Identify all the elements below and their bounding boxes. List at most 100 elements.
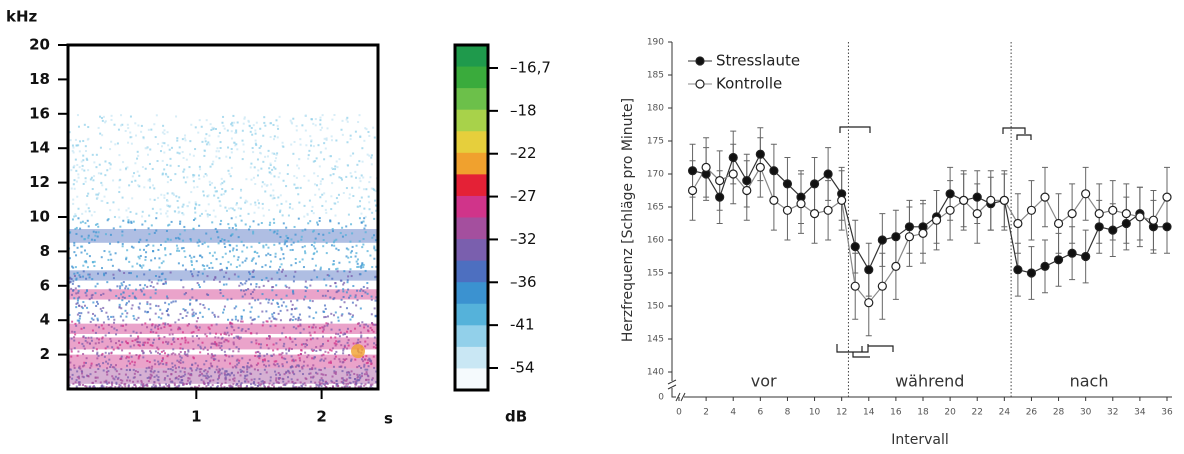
spectrogram-pixel: [312, 350, 314, 352]
spectrogram-pixel: [91, 297, 93, 299]
spectrogram-pixel: [207, 375, 209, 377]
spectrogram-pixel: [97, 197, 99, 199]
spectrogram-pixel: [324, 367, 326, 369]
spectrogram-pixel: [363, 326, 365, 328]
spectrogram-pixel: [155, 289, 157, 291]
spectrogram-pixel: [101, 354, 103, 356]
spectrogram-pixel: [120, 293, 122, 295]
spectrogram-pixel: [316, 276, 318, 278]
spectrogram-pixel: [197, 344, 199, 346]
spectrogram-pixel: [144, 311, 146, 313]
spectrogram-pixel: [167, 341, 169, 343]
spectrogram-pixel: [364, 373, 366, 375]
y-tick-label: 160: [647, 236, 664, 246]
spectrogram-pixel: [196, 320, 198, 322]
spectrogram-pixel: [276, 233, 278, 235]
spectrogram-pixel: [311, 244, 313, 246]
spectrogram-pixel: [157, 371, 159, 373]
spectrogram-pixel: [157, 348, 159, 350]
spectrogram-pixel: [159, 353, 161, 355]
spectrogram-pixel: [224, 246, 226, 248]
spectrogram-pixel: [157, 160, 159, 162]
spectrogram-pixel: [168, 224, 170, 226]
spectrogram-pixel: [160, 279, 162, 281]
spectrogram-pixel: [315, 238, 317, 240]
spectrogram-pixel: [250, 293, 252, 295]
spectrogram-pixel: [312, 326, 314, 328]
spectrogram-pixel: [212, 128, 214, 130]
spectrogram-pixel: [233, 122, 235, 124]
spectrogram-pixel: [166, 164, 168, 166]
spectrogram-pixel: [108, 324, 110, 326]
spectrogram-pixel: [99, 133, 101, 135]
spectrogram-pixel: [315, 346, 317, 348]
spectrogram-pixel: [92, 382, 94, 384]
spectrogram-pixel: [278, 313, 280, 315]
spectrogram-pixel: [85, 278, 87, 280]
spectrogram-pixel: [161, 351, 163, 353]
spectrogram-pixel: [164, 247, 166, 249]
colorbar-tick-label: -41: [510, 316, 535, 334]
spectrogram-pixel: [142, 264, 144, 266]
spectrogram-pixel: [137, 124, 139, 126]
spectrogram-pixel: [354, 328, 356, 330]
spectrogram-pixel: [275, 154, 277, 156]
spectrogram-pixel: [333, 260, 335, 262]
spectrogram-pixel: [179, 381, 181, 383]
spectrogram-pixel: [334, 165, 336, 167]
significance-bracket: [837, 344, 893, 357]
spectrogram-pixel: [306, 356, 308, 358]
spectrogram-pixel: [167, 323, 169, 325]
spectrogram-pixel: [157, 249, 159, 251]
x-tick-label: 8: [785, 408, 791, 418]
spectrogram-pixel: [262, 207, 264, 209]
spectrogram-pixel: [140, 384, 142, 386]
spectrogram-pixel: [263, 355, 265, 357]
spectrogram-pixel: [90, 337, 92, 339]
spectrogram-pixel: [211, 267, 213, 269]
spectrogram-pixel: [132, 247, 134, 249]
spectrogram-pixel: [290, 367, 292, 369]
spectrogram-pixel: [78, 208, 80, 210]
spectrogram-pixel: [118, 340, 120, 342]
spectrogram-pixel: [73, 336, 75, 338]
data-point: [878, 236, 886, 244]
spectrogram-pixel: [178, 262, 180, 264]
spectrogram-pixel: [335, 248, 337, 250]
spectrogram-pixel: [277, 125, 279, 127]
colorbar-swatch: [455, 174, 488, 196]
spectrogram-pixel: [139, 239, 141, 241]
spectrogram-pixel: [233, 343, 235, 345]
spectrogram-pixel: [375, 300, 377, 302]
spectrogram-pixel: [252, 271, 254, 273]
spectrogram-pixel: [316, 384, 318, 386]
spectrogram-pixel: [177, 378, 179, 380]
spectrogram-pixel: [231, 148, 233, 150]
spectrogram-pixel: [157, 325, 159, 327]
spectrogram-pixel: [240, 374, 242, 376]
spectrogram-image: [68, 114, 379, 391]
colorbar-swatch: [455, 196, 488, 218]
spectrogram-pixel: [217, 337, 219, 339]
spectrogram-pixel: [325, 284, 327, 286]
spectrogram-pixel: [130, 346, 132, 348]
spectrogram-pixel: [176, 137, 178, 139]
spectrogram-pixel: [125, 310, 127, 312]
spectrogram-pixel: [167, 297, 169, 299]
spectrogram-pixel: [275, 284, 277, 286]
spectrogram-pixel: [192, 313, 194, 315]
spectrogram-pixel: [279, 172, 281, 174]
spectrogram-pixel: [263, 122, 265, 124]
spectrogram-pixel: [128, 221, 130, 223]
spectrogram-pixel: [241, 318, 243, 320]
spectrogram-pixel: [133, 344, 135, 346]
spectrogram-pixel: [220, 263, 222, 265]
spectrogram-pixel: [282, 381, 284, 383]
spectrogram-pixel: [75, 233, 77, 235]
spectrogram-pixel: [175, 195, 177, 197]
spectrogram-pixel: [143, 186, 145, 188]
spectrogram-pixel: [317, 224, 319, 226]
spectrogram-pixel: [114, 143, 116, 145]
spectrogram-pixel: [174, 210, 176, 212]
spectrogram-pixel: [84, 261, 86, 263]
